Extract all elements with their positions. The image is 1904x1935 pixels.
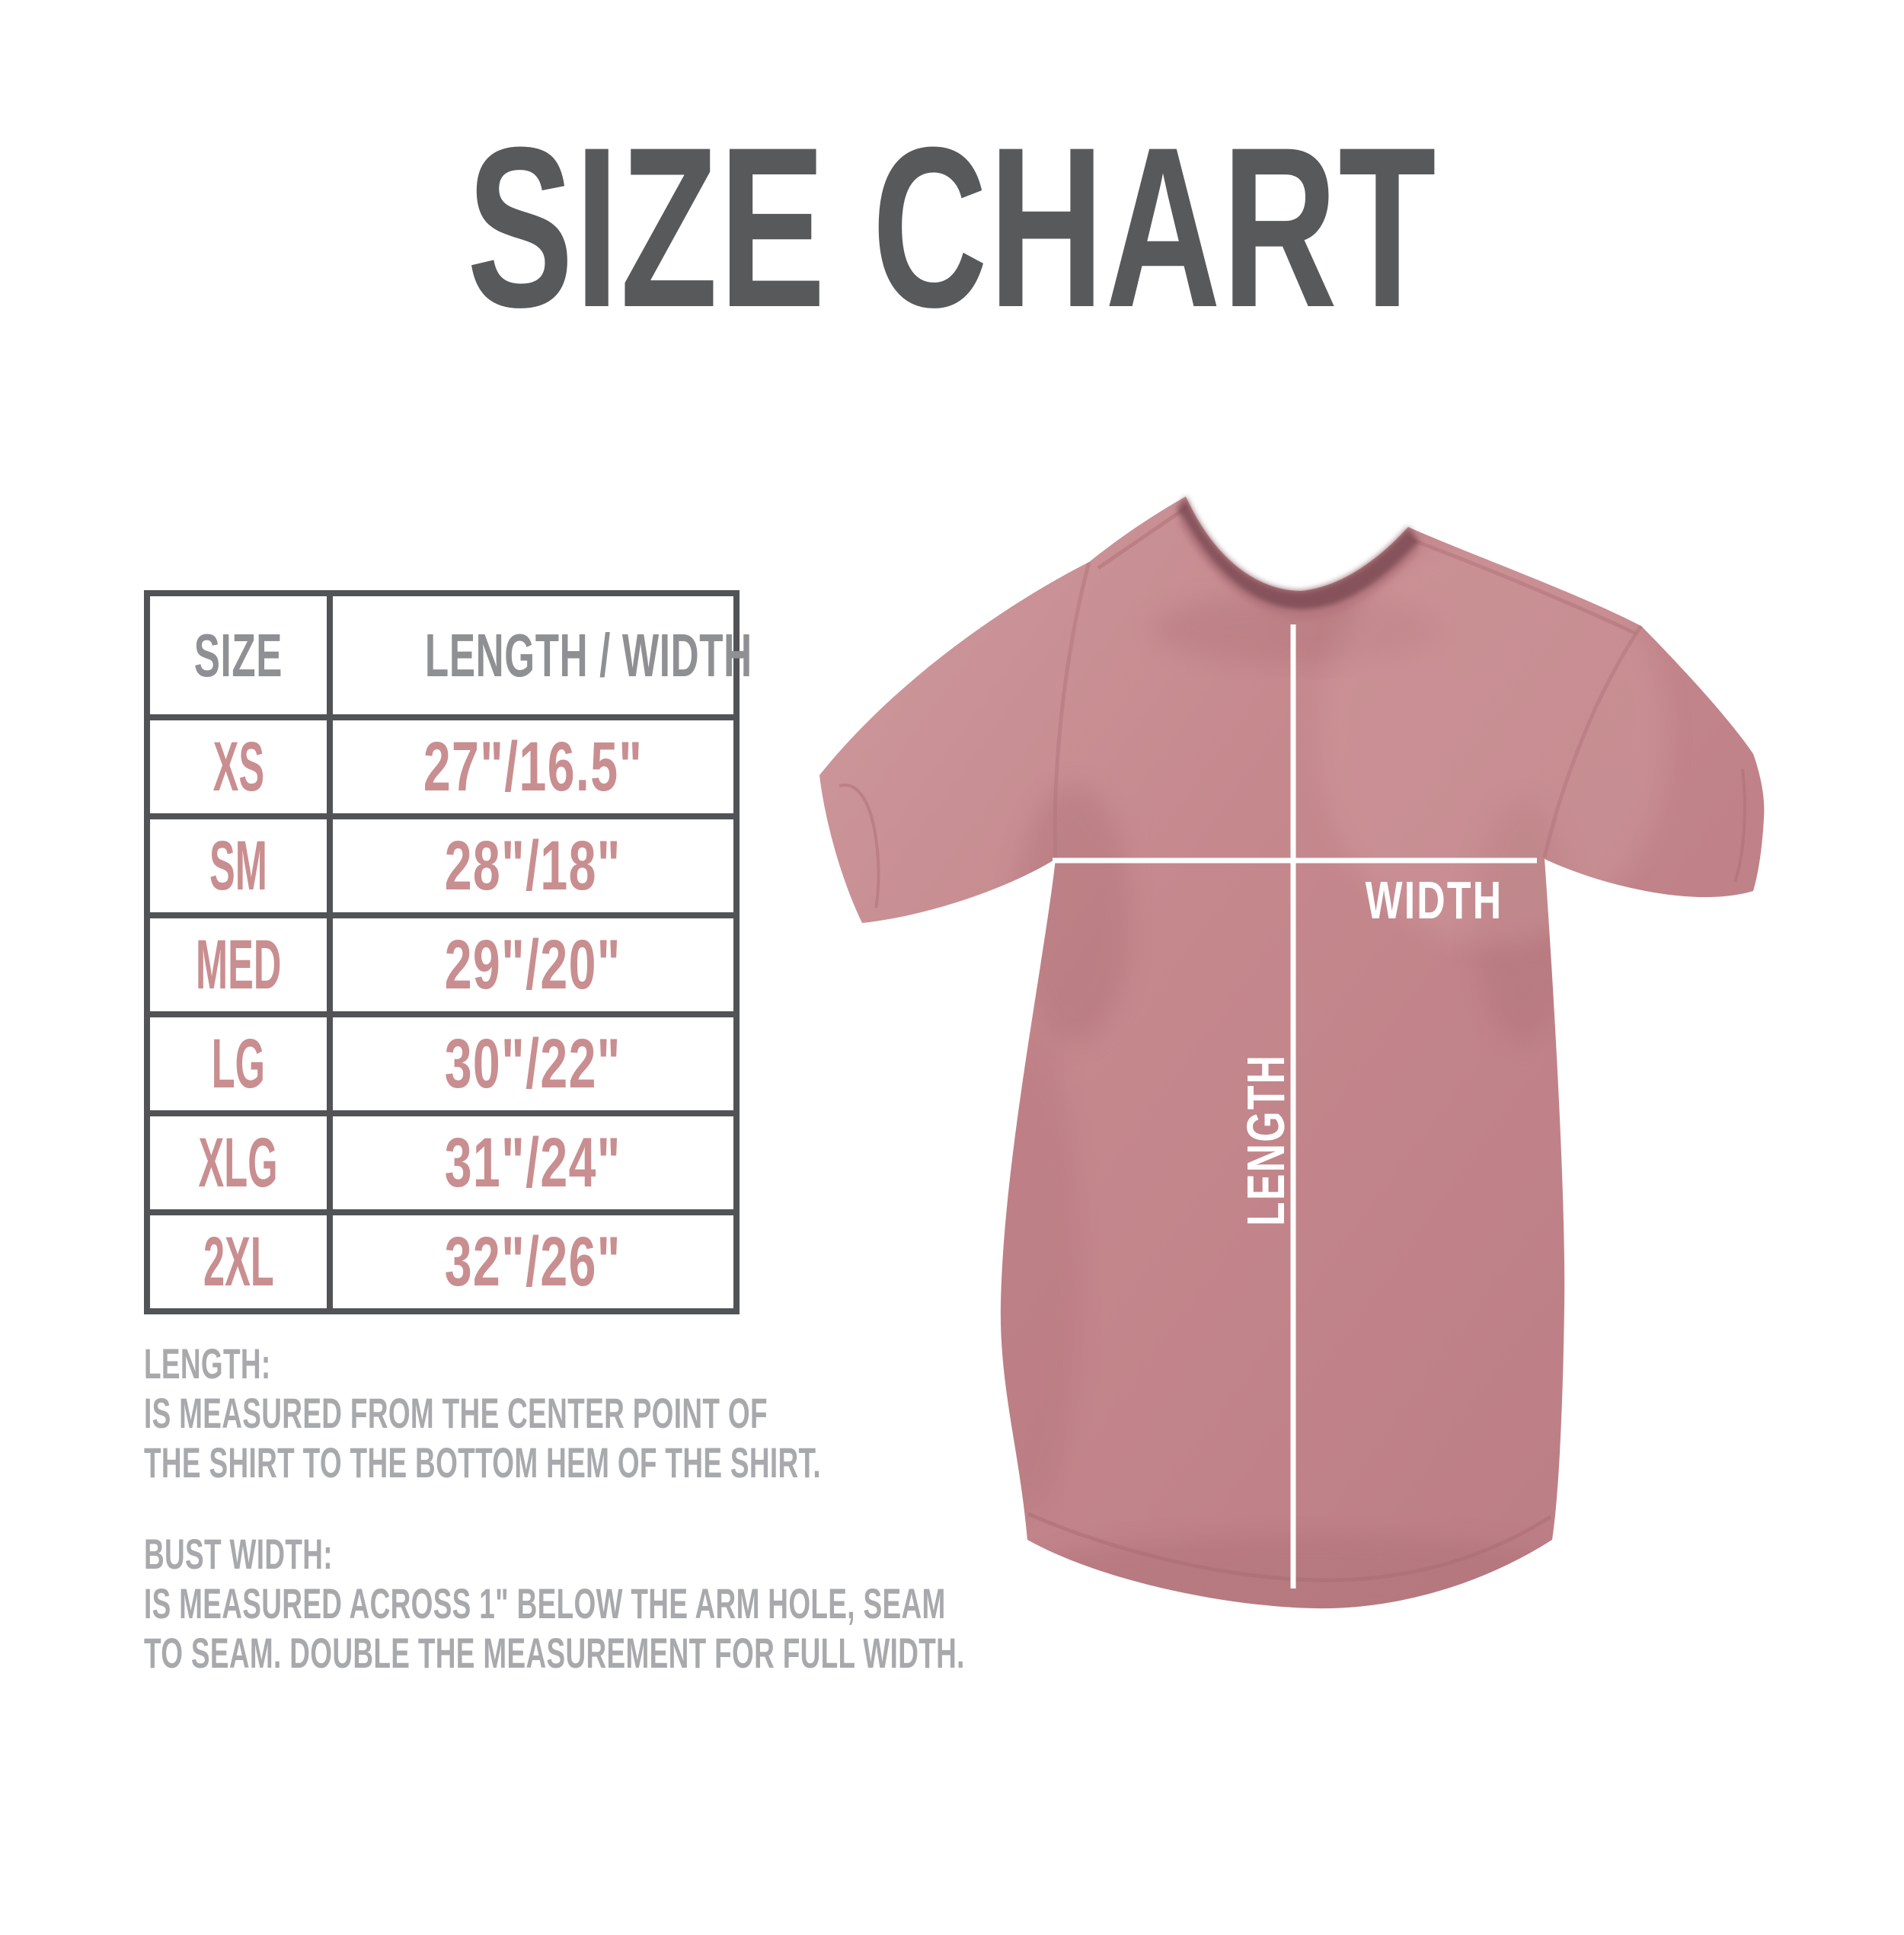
measurement-cell: 27"/16.5" bbox=[326, 714, 740, 819]
size-column-header-label: SIZE bbox=[193, 621, 283, 689]
tshirt-image: WIDTH LENGTH bbox=[819, 497, 1765, 1609]
measurement-value: 30"/22" bbox=[444, 1024, 621, 1103]
measurement-cell: 30"/22" bbox=[326, 1011, 740, 1116]
size-cell: LG bbox=[144, 1011, 333, 1116]
measurement-value: 31"/24" bbox=[444, 1123, 621, 1202]
table-row-xlg: XLG 31"/24" bbox=[144, 1110, 740, 1215]
measurement-cell: 28"/18" bbox=[326, 813, 740, 918]
table-row-2xl: 2XL 32"/26" bbox=[144, 1209, 740, 1314]
size-cell: SM bbox=[144, 813, 333, 918]
size-value: XLG bbox=[198, 1123, 278, 1202]
page-title-text: SIZE CHART bbox=[467, 99, 1437, 355]
size-value: XS bbox=[212, 727, 264, 806]
measurement-value: 27"/16.5" bbox=[423, 727, 644, 806]
size-value: MED bbox=[195, 925, 282, 1004]
length-note-line: IS MEASURED FROM THE CENTER POINT OF bbox=[144, 1389, 768, 1437]
size-table: SIZE LENGTH / WIDTH XS 27"/16.5" SM 28"/… bbox=[144, 590, 752, 1314]
measurement-value: 32"/26" bbox=[444, 1222, 621, 1301]
measurement-value: 29"/20" bbox=[444, 925, 621, 1004]
table-row-lg: LG 30"/22" bbox=[144, 1011, 740, 1116]
measurement-value: 28"/18" bbox=[444, 826, 621, 905]
tshirt-diagram: WIDTH LENGTH bbox=[800, 434, 1813, 1622]
collar bbox=[1177, 497, 1420, 611]
size-table-header-row: SIZE LENGTH / WIDTH bbox=[144, 590, 752, 720]
length-width-column-header-label: LENGTH / WIDTH bbox=[424, 621, 752, 689]
measurement-cell: 32"/26" bbox=[326, 1209, 740, 1314]
bust-width-note-line: IS MEASURED ACROSS 1" BELOW THE ARM HOLE… bbox=[144, 1579, 946, 1627]
length-note-line: THE SHIRT TO THE BOTTOM HEM OF THE SHIRT… bbox=[144, 1438, 821, 1486]
table-row-xs: XS 27"/16.5" bbox=[144, 714, 740, 819]
size-value: 2XL bbox=[203, 1222, 274, 1301]
bust-width-note-label: BUST WIDTH: bbox=[144, 1530, 333, 1578]
tshirt-shape bbox=[819, 497, 1765, 1609]
size-column-header: SIZE bbox=[144, 590, 333, 720]
table-row-sm: SM 28"/18" bbox=[144, 813, 740, 918]
length-note: LENGTH: IS MEASURED FROM THE CENTER POIN… bbox=[144, 1339, 1388, 1487]
length-width-column-header: LENGTH / WIDTH bbox=[326, 590, 752, 720]
size-cell: XS bbox=[144, 714, 333, 819]
measurement-cell: 29"/20" bbox=[326, 912, 740, 1017]
length-note-label-line: LENGTH: bbox=[144, 1339, 1388, 1388]
bust-width-note: BUST WIDTH: IS MEASURED ACROSS 1" BELOW … bbox=[144, 1529, 1388, 1678]
size-cell: MED bbox=[144, 912, 333, 1017]
size-cell: XLG bbox=[144, 1110, 333, 1215]
measurement-notes: LENGTH: IS MEASURED FROM THE CENTER POIN… bbox=[144, 1339, 1388, 1678]
length-label: LENGTH bbox=[1236, 1054, 1295, 1226]
bust-width-note-label-line: BUST WIDTH: bbox=[144, 1529, 1388, 1579]
size-value: SM bbox=[209, 826, 267, 905]
page-title: SIZE CHART bbox=[0, 113, 1904, 341]
width-label: WIDTH bbox=[1366, 870, 1503, 930]
length-note-label: LENGTH: bbox=[144, 1339, 271, 1387]
bust-width-note-line: TO SEAM. DOUBLE THE MEASUREMENT FOR FULL… bbox=[144, 1629, 965, 1677]
size-cell: 2XL bbox=[144, 1209, 333, 1314]
table-row-med: MED 29"/20" bbox=[144, 912, 740, 1017]
size-value: LG bbox=[211, 1024, 266, 1103]
measurement-cell: 31"/24" bbox=[326, 1110, 740, 1215]
